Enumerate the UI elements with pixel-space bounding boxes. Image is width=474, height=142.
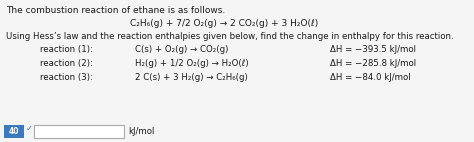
- Text: reaction (2):: reaction (2):: [40, 59, 93, 68]
- Text: ΔH = −84.0 kJ/mol: ΔH = −84.0 kJ/mol: [330, 73, 410, 82]
- Text: H₂(g) + 1/2 O₂(g) → H₂O(ℓ): H₂(g) + 1/2 O₂(g) → H₂O(ℓ): [135, 59, 249, 68]
- Text: C(s) + O₂(g) → CO₂(g): C(s) + O₂(g) → CO₂(g): [135, 45, 228, 54]
- Text: 40: 40: [9, 127, 19, 136]
- Text: C₂H₆(g) + 7/2 O₂(g) → 2 CO₂(g) + 3 H₂O(ℓ): C₂H₆(g) + 7/2 O₂(g) → 2 CO₂(g) + 3 H₂O(ℓ…: [130, 19, 318, 28]
- Text: ✓: ✓: [26, 124, 33, 133]
- Text: The combustion reaction of ethane is as follows.: The combustion reaction of ethane is as …: [6, 6, 225, 15]
- Text: Using Hess’s law and the reaction enthalpies given below, find the change in ent: Using Hess’s law and the reaction enthal…: [6, 32, 454, 41]
- Text: reaction (3):: reaction (3):: [40, 73, 93, 82]
- FancyBboxPatch shape: [4, 125, 24, 138]
- Text: kJ/mol: kJ/mol: [128, 127, 155, 136]
- Text: reaction (1):: reaction (1):: [40, 45, 93, 54]
- FancyBboxPatch shape: [34, 125, 124, 138]
- Text: 2 C(s) + 3 H₂(g) → C₂H₆(g): 2 C(s) + 3 H₂(g) → C₂H₆(g): [135, 73, 248, 82]
- Text: ΔH = −285.8 kJ/mol: ΔH = −285.8 kJ/mol: [330, 59, 416, 68]
- Text: ΔH = −393.5 kJ/mol: ΔH = −393.5 kJ/mol: [330, 45, 416, 54]
